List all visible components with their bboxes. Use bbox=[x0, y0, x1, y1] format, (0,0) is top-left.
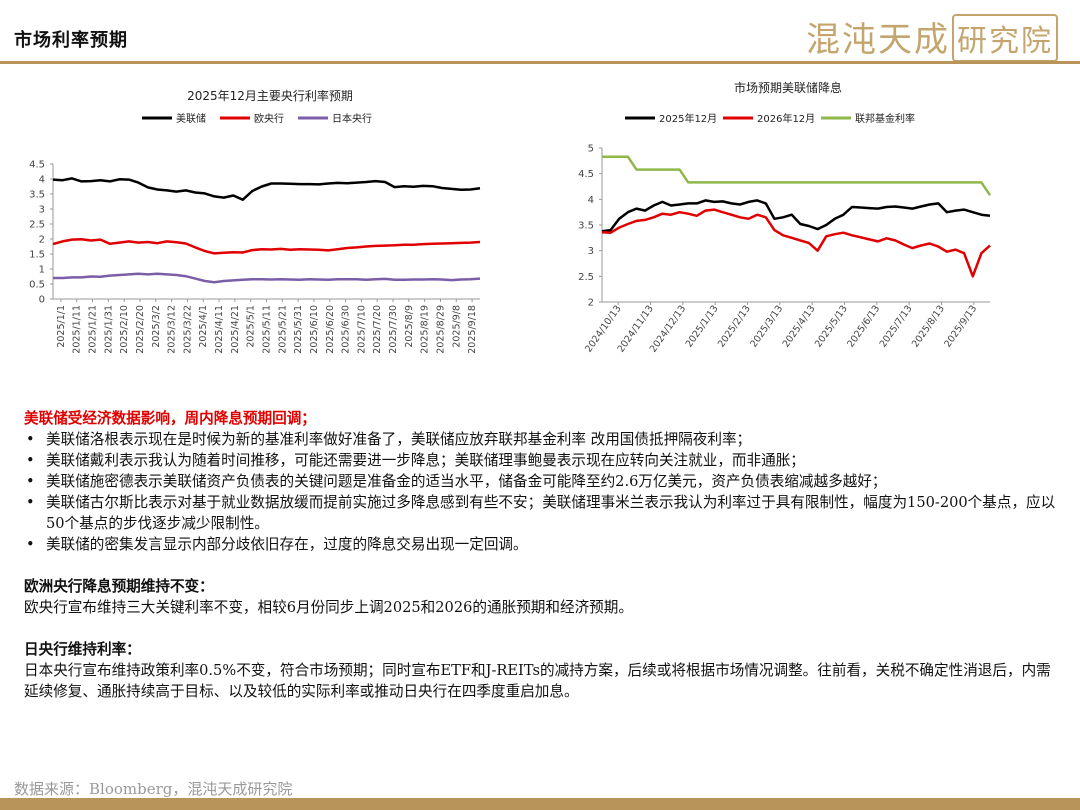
header-rule bbox=[0, 61, 1080, 64]
series-line-0 bbox=[52, 177, 481, 201]
x-tick-label: 2025/7/10 bbox=[356, 305, 367, 354]
x-tick-label: 2025/9/18 bbox=[467, 305, 478, 354]
x-tick-label: 2025/2/13 bbox=[716, 303, 753, 349]
x-tick-label: 2025/7/13 bbox=[878, 303, 915, 349]
ecb-paragraph: 欧央行宣布维持三大关键利率不变，相较6月份同步上调2025和2026的通胀预期和… bbox=[24, 599, 633, 616]
y-tick-label: 3 bbox=[588, 246, 594, 257]
x-tick-label: 2025/2/10 bbox=[119, 305, 130, 354]
x-tick-label: 2025/6/10 bbox=[309, 305, 320, 354]
x-tick-label: 2025/5/31 bbox=[293, 305, 304, 354]
legend-label-1: 2026年12月 bbox=[757, 112, 815, 125]
x-tick-label: 2025/4/13 bbox=[781, 303, 818, 349]
footer-bar bbox=[0, 798, 1080, 810]
x-tick-label: 2025/6/20 bbox=[325, 305, 336, 354]
y-tick-label: 0 bbox=[39, 295, 45, 306]
x-tick-label: 2025/7/20 bbox=[372, 305, 383, 354]
series-line-2 bbox=[602, 155, 992, 196]
x-tick-label: 2025/5/1 bbox=[246, 305, 257, 348]
y-tick-label: 4 bbox=[39, 175, 45, 186]
y-tick-label: 3.5 bbox=[29, 190, 45, 201]
x-tick-label: 2025/6/13 bbox=[845, 303, 882, 349]
y-tick-label: 1.5 bbox=[29, 250, 45, 261]
series-line-1 bbox=[601, 208, 991, 278]
legend-label-0: 2025年12月 bbox=[659, 112, 717, 125]
legend-label-2: 日本央行 bbox=[332, 112, 372, 125]
x-tick-label: 2025/9/13 bbox=[942, 303, 979, 349]
y-tick-label: 4.5 bbox=[29, 160, 45, 171]
list-item: 美联储施密德表示美联储资产负债表的关键问题是准备金的适当水平，储备金可能降至约2… bbox=[24, 471, 1064, 492]
chart-market-fed-cuts: 市场预期美联储降息 2025年12月 2026年12月 联邦基金利率 2 2.5 3 3.5 4… bbox=[578, 80, 992, 355]
legend-label-1: 欧央行 bbox=[254, 112, 284, 125]
y-tick-label: 2.5 bbox=[29, 220, 45, 231]
data-source: 数据来源：Bloomberg，混沌天成研究院 bbox=[14, 780, 293, 798]
x-tick-label: 2025/5/13 bbox=[813, 303, 850, 349]
x-tick-label: 2025/3/22 bbox=[182, 305, 193, 354]
x-tick-label: 2025/3/13 bbox=[748, 303, 785, 349]
x-tick-label: 2025/4/11 bbox=[214, 305, 225, 354]
chart-title: 2025年12月主要央行利率预期 bbox=[187, 88, 353, 103]
y-tick-label: 3.5 bbox=[578, 221, 594, 232]
y-tick-label: 5 bbox=[588, 144, 594, 155]
legend-label-0: 美联储 bbox=[176, 112, 206, 125]
list-item: 美联储的密集发言显示内部分歧依旧存在，过度的降息交易出现一定回调。 bbox=[24, 534, 1064, 555]
y-tick-label: 2 bbox=[39, 235, 45, 246]
x-tick-label: 2025/1/31 bbox=[103, 305, 114, 354]
x-tick-label: 2025/5/11 bbox=[262, 305, 273, 354]
legend-label-2: 联邦基金利率 bbox=[855, 112, 915, 125]
logo-text: 混沌天成 bbox=[806, 20, 950, 60]
series-line-1 bbox=[52, 238, 481, 255]
page-title: 市场利率预期 bbox=[14, 30, 128, 51]
y-tick-label: 4 bbox=[588, 195, 594, 206]
logo-box: 研究院 bbox=[952, 14, 1058, 62]
y-tick-label: 4.5 bbox=[578, 169, 594, 180]
fed-section-title: 美联储受经济数据影响，周内降息预期回调； bbox=[24, 410, 316, 427]
chart-title: 市场预期美联储降息 bbox=[734, 80, 842, 95]
x-tick-label: 2025/1/13 bbox=[684, 303, 721, 349]
x-tick-label: 2025/1/1 bbox=[56, 305, 67, 348]
y-tick-label: 2 bbox=[588, 298, 594, 309]
x-tick-label: 2025/4/1 bbox=[198, 305, 209, 348]
list-item: 美联储戴利表示我认为随着时间推移，可能还需要进一步降息；美联储理事鲍曼表示现在应… bbox=[24, 450, 1064, 471]
y-tick-label: 2.5 bbox=[578, 272, 594, 283]
x-tick-label: 2025/9/8 bbox=[451, 305, 462, 348]
brand-logo: 混沌天成 研究院 bbox=[806, 12, 1058, 62]
x-tick-label: 2025/2/20 bbox=[135, 305, 146, 354]
list-item: 美联储古尔斯比表示对基于就业数据放缓而提前实施过多降息感到有些不安；美联储理事米… bbox=[24, 492, 1064, 534]
x-tick-label: 2025/8/13 bbox=[910, 303, 947, 349]
x-tick-label: 2025/3/12 bbox=[167, 305, 178, 354]
x-tick-label: 2025/8/9 bbox=[404, 305, 415, 348]
series-line-0 bbox=[601, 199, 991, 233]
x-tick-label: 2025/7/30 bbox=[388, 305, 399, 354]
x-tick-label: 2025/8/19 bbox=[420, 305, 431, 354]
x-tick-label: 2025/3/2 bbox=[151, 305, 162, 348]
y-tick-label: 3 bbox=[39, 205, 45, 216]
series-line-2 bbox=[53, 272, 481, 284]
x-tick-label: 2025/1/11 bbox=[72, 305, 83, 354]
y-tick-label: 0.5 bbox=[29, 280, 45, 291]
list-item: 美联储洛根表示现在是时候为新的基准利率做好准备了，美联储应放弃联邦基金利率 改用… bbox=[24, 429, 1064, 450]
x-tick-label: 2025/8/29 bbox=[435, 305, 446, 354]
x-tick-label: 2025/5/21 bbox=[277, 305, 288, 354]
x-tick-label: 2025/1/21 bbox=[88, 305, 99, 354]
commentary: 美联储受经济数据影响，周内降息预期回调； 美联储洛根表示现在是时候为新的基准利率… bbox=[24, 408, 1064, 702]
x-tick-label: 2025/6/30 bbox=[341, 305, 352, 354]
y-tick-label: 1 bbox=[39, 265, 45, 276]
x-tick-label: 2025/4/21 bbox=[230, 305, 241, 354]
fed-bullet-list: 美联储洛根表示现在是时候为新的基准利率做好准备了，美联储应放弃联邦基金利率 改用… bbox=[24, 429, 1064, 555]
ecb-section-title: 欧洲央行降息预期维持不变： bbox=[24, 578, 214, 595]
boj-paragraph: 日本央行宣布维持政策利率0.5%不变，符合市场预期；同时宣布ETF和J-REIT… bbox=[24, 662, 1051, 700]
boj-section-title: 日央行维持利率： bbox=[24, 641, 141, 658]
